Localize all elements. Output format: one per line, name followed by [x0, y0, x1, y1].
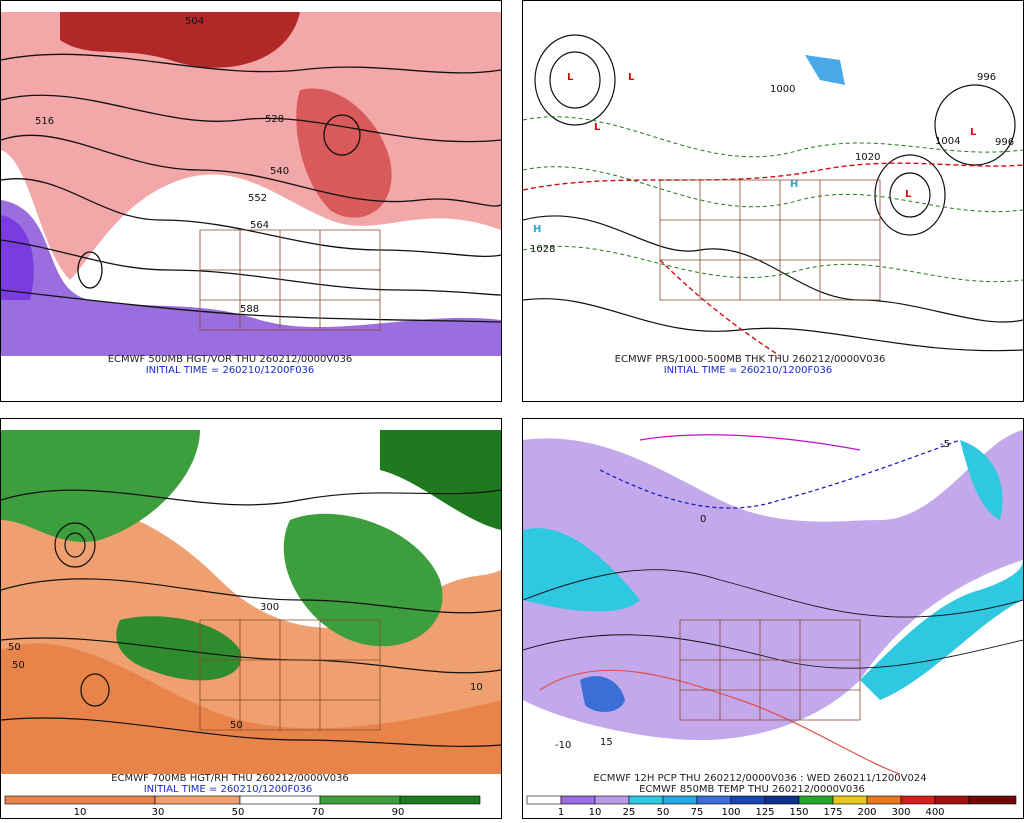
- contour-label: 1000: [770, 84, 795, 95]
- contour-label: 50: [12, 660, 25, 671]
- svg-text:L: L: [594, 122, 601, 133]
- colorbar-label: 100: [721, 807, 740, 818]
- colorbar-label: 70: [312, 807, 325, 818]
- colorbar-label: 50: [657, 807, 670, 818]
- svg-text:L: L: [628, 72, 635, 83]
- caption: ECMWF 700MB HGT/RH THU 260212/0000V036: [111, 773, 349, 784]
- colorbar-label: 90: [392, 807, 405, 818]
- contour-label: 15: [600, 737, 613, 748]
- contour-label: 588: [240, 304, 259, 315]
- contour-label: 552: [248, 193, 267, 204]
- svg-text:H: H: [533, 224, 541, 235]
- colorbar-pcp: [526, 795, 1017, 805]
- map-surface: L L L L L H H: [523, 12, 1023, 356]
- map-precip: [523, 430, 1023, 774]
- contour-label: 50: [8, 642, 21, 653]
- colorbar-label: 75: [691, 807, 704, 818]
- map-700mb: [1, 430, 501, 774]
- caption: ECMWF 500MB HGT/VOR THU 260212/0000V036: [108, 354, 353, 365]
- caption: ECMWF 850MB TEMP THU 260212/0000V036: [639, 784, 865, 795]
- colorbar-label: 10: [589, 807, 602, 818]
- colorbar-label: 150: [789, 807, 808, 818]
- contour-label: 10: [470, 682, 483, 693]
- colorbar-label: 1: [558, 807, 564, 818]
- contour-label: 1020: [855, 152, 880, 163]
- contour-label: 50: [230, 720, 243, 731]
- panel-frame: [0, 0, 502, 402]
- colorbar-label: 125: [755, 807, 774, 818]
- contour-label: 540: [270, 166, 289, 177]
- contour-label: 996: [995, 137, 1014, 148]
- caption: ECMWF 12H PCP THU 260212/0000V036 : WED …: [593, 773, 926, 784]
- colorbar-label: 300: [891, 807, 910, 818]
- contour-label: 504: [185, 16, 204, 27]
- contour-label: -5: [940, 439, 950, 450]
- contour-label: 1028: [530, 244, 555, 255]
- colorbar-label: 200: [857, 807, 876, 818]
- svg-text:H: H: [790, 179, 798, 190]
- contour-label: 996: [977, 72, 996, 83]
- colorbar-label: 25: [623, 807, 636, 818]
- svg-text:L: L: [567, 72, 574, 83]
- contour-label: 528: [265, 114, 284, 125]
- svg-text:L: L: [905, 189, 912, 200]
- caption: ECMWF PRS/1000-500MB THK THU 260212/0000…: [615, 354, 886, 365]
- contour-label: 516: [35, 116, 54, 127]
- caption: INITIAL TIME = 260210/1200F036: [664, 365, 833, 376]
- contour-label: 300: [260, 602, 279, 613]
- colorbar-label: 400: [925, 807, 944, 818]
- colorbar-label: 175: [823, 807, 842, 818]
- contour-label: 0: [700, 514, 706, 525]
- map-500mb: [1, 12, 501, 356]
- contour-label: -10: [555, 740, 571, 751]
- contour-label: 1004: [935, 136, 960, 147]
- caption: INITIAL TIME = 260210/1200F036: [144, 784, 313, 795]
- svg-text:L: L: [970, 127, 977, 138]
- colorbar-label: 50: [232, 807, 245, 818]
- caption: INITIAL TIME = 260210/1200F036: [146, 365, 315, 376]
- colorbar-label: 10: [74, 807, 87, 818]
- colorbar-label: 30: [152, 807, 165, 818]
- contour-label: 564: [250, 220, 269, 231]
- colorbar-rh: [4, 795, 481, 805]
